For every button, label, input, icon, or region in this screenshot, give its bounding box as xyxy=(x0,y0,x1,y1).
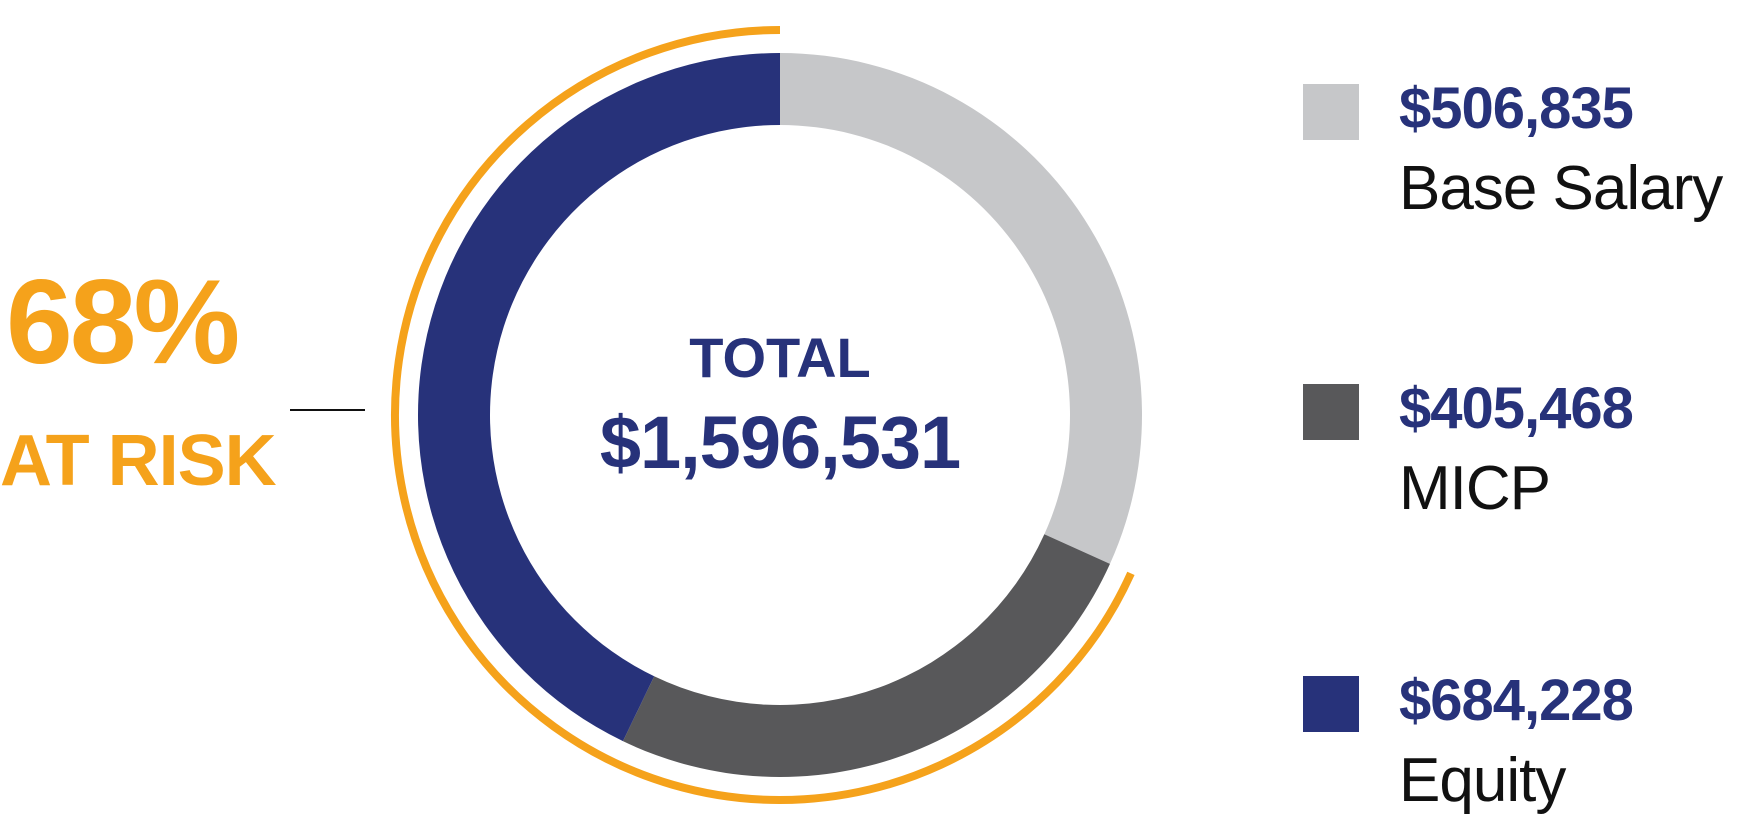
legend-swatch-equity xyxy=(1303,676,1359,732)
donut-slices xyxy=(417,53,1142,778)
legend-label-equity: Equity xyxy=(1399,746,1566,815)
legend-value-base-salary: $506,835 xyxy=(1399,76,1634,141)
legend-value-equity: $684,228 xyxy=(1399,668,1634,733)
legend-swatch-base-salary xyxy=(1303,84,1359,140)
legend-label-base-salary: Base Salary xyxy=(1399,154,1723,223)
legend-swatch-micp xyxy=(1303,384,1359,440)
legend-item-equity: $684,228 Equity xyxy=(1303,672,1740,832)
legend-item-base-salary: $506,835 Base Salary xyxy=(1303,80,1740,240)
slice-micp xyxy=(622,534,1110,778)
slice-equity xyxy=(417,53,780,742)
center-total-title: TOTAL xyxy=(689,326,871,389)
at-risk-label: AT RISK xyxy=(0,421,277,501)
legend-label-micp: MICP xyxy=(1399,454,1551,523)
legend-item-micp: $405,468 MICP xyxy=(1303,380,1740,540)
center-total-value: $1,596,531 xyxy=(599,401,961,484)
slice-base-salary xyxy=(780,53,1142,564)
legend-value-micp: $405,468 xyxy=(1399,376,1634,441)
at-risk-percent: 68% xyxy=(6,255,240,389)
at-risk-arc xyxy=(391,26,1135,804)
